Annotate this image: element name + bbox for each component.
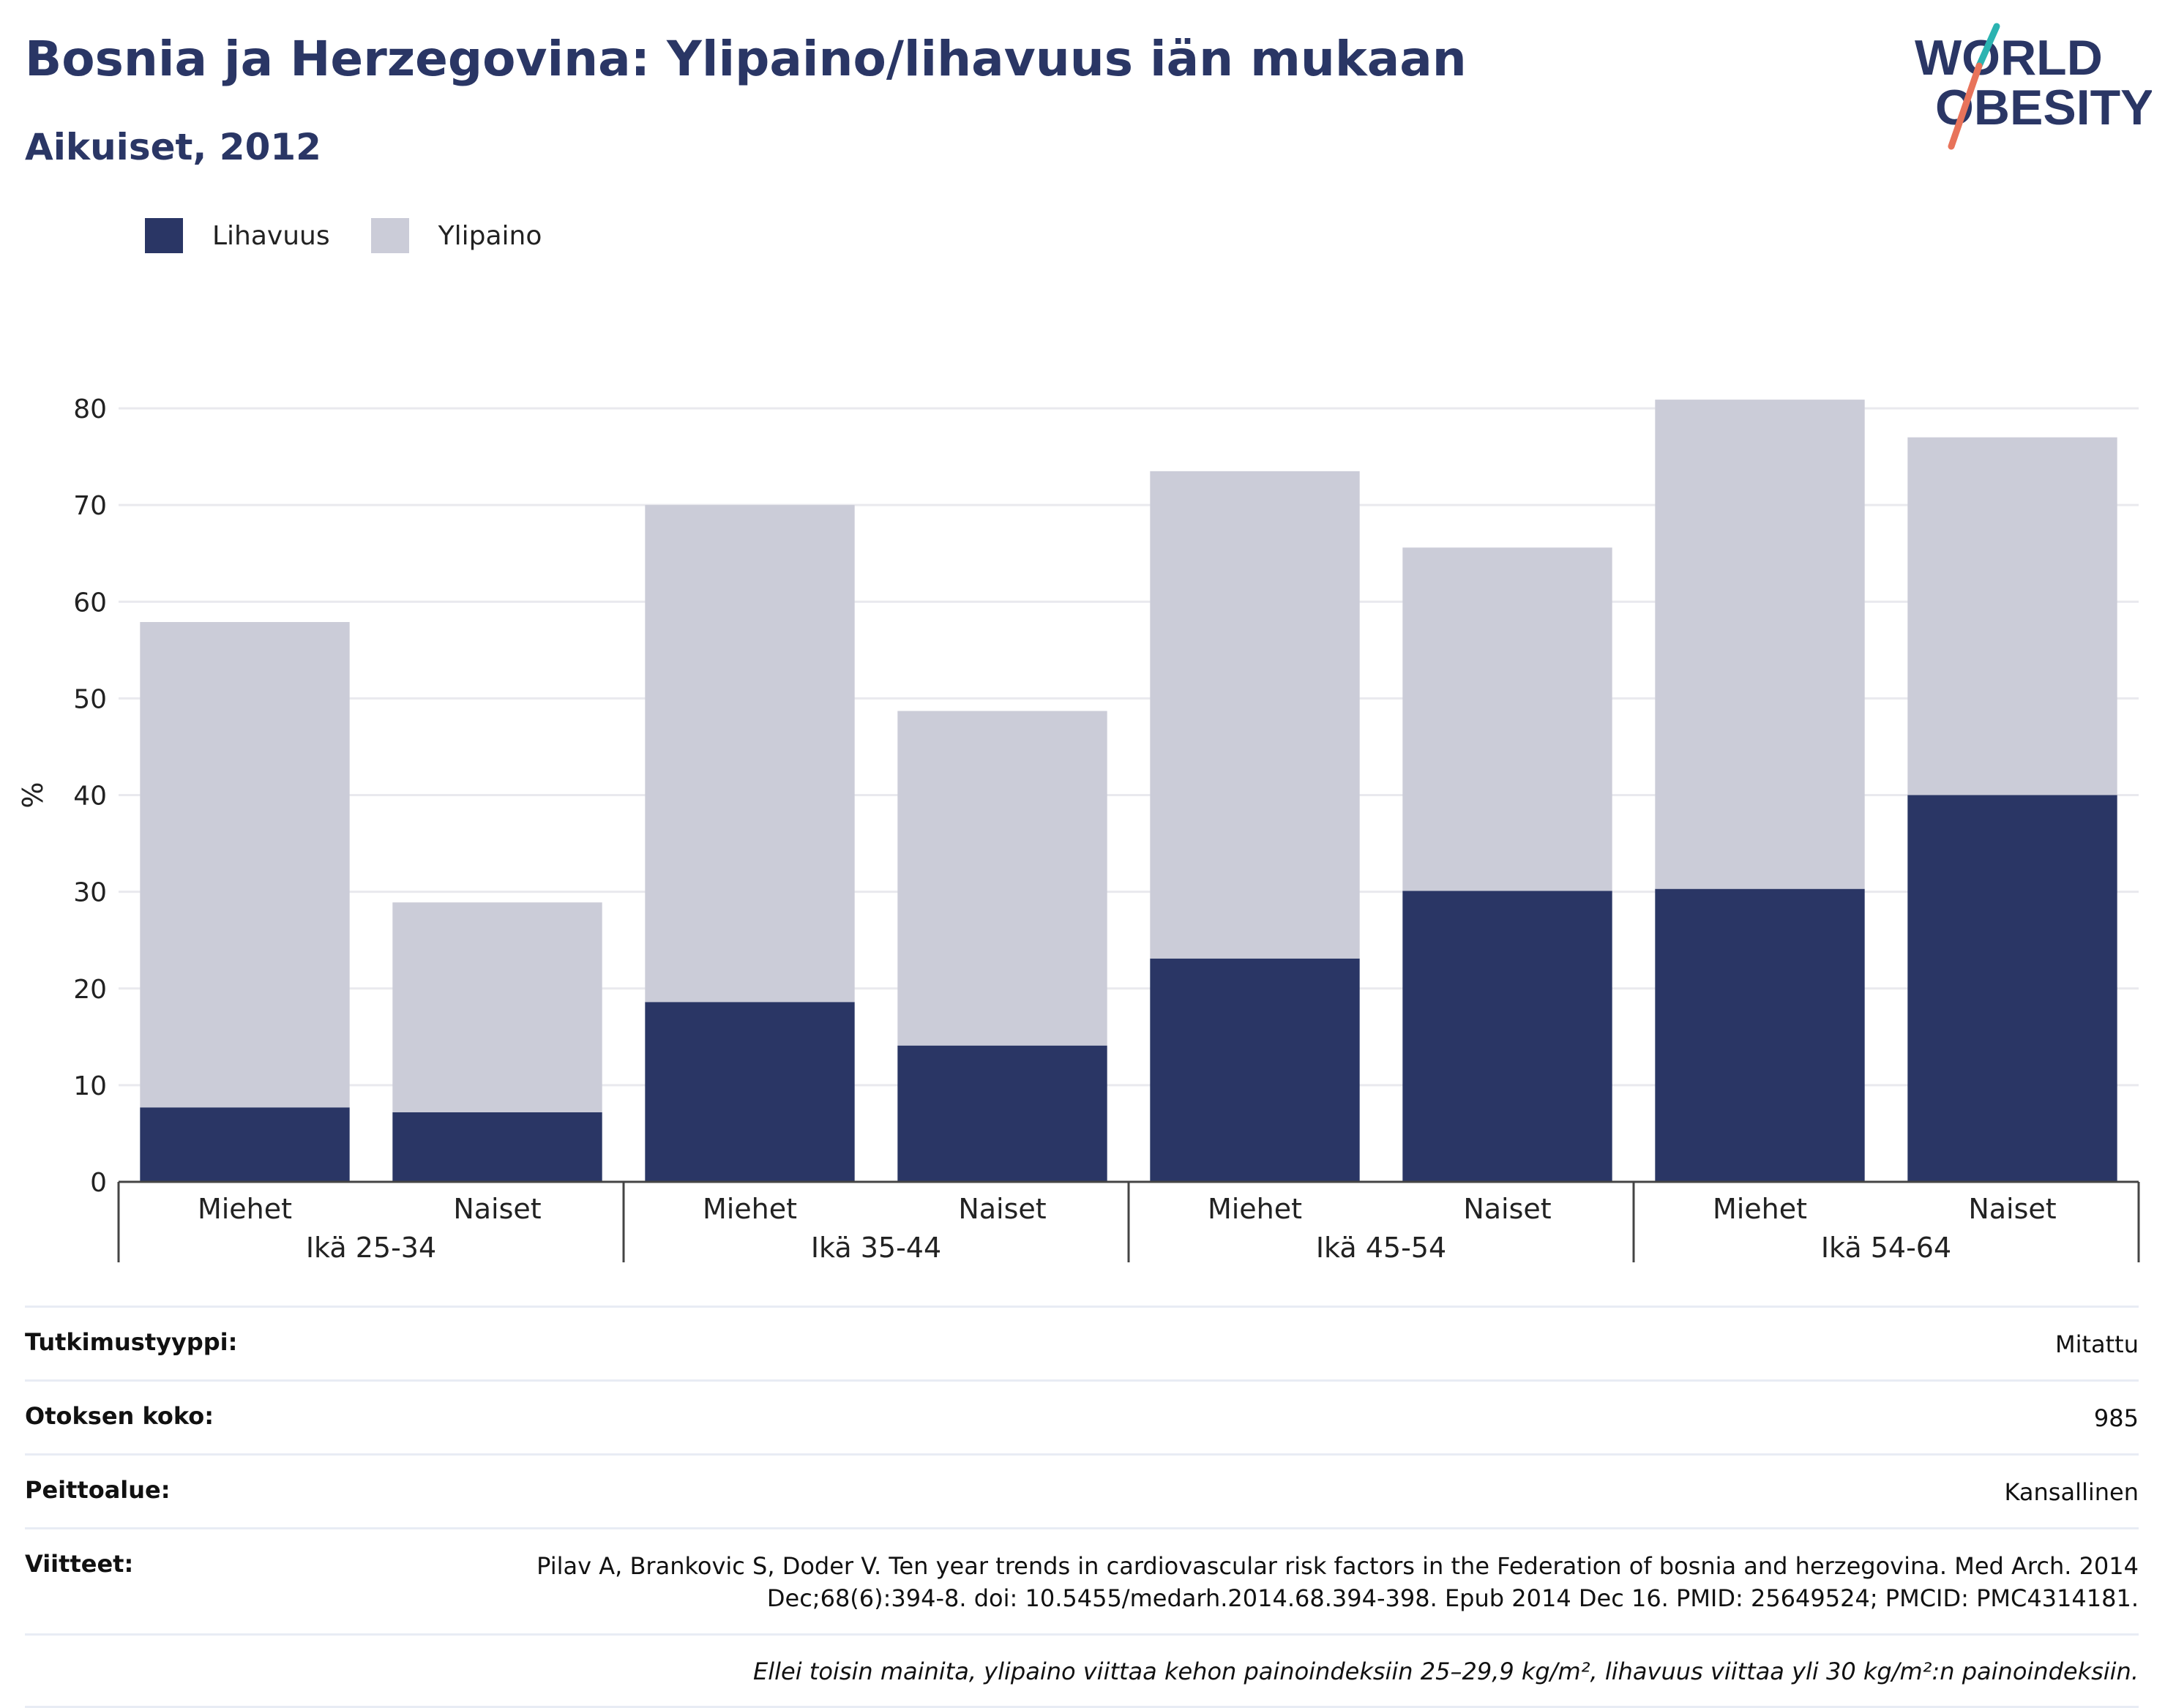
logo-word-world: WORLD: [1915, 30, 2103, 86]
group-label: Ikä 25-34: [306, 1232, 436, 1264]
bar-lihavuus: [645, 1002, 855, 1182]
x-tick-label: Naiset: [958, 1193, 1046, 1225]
x-tick-label: Naiset: [453, 1193, 541, 1225]
bar-ylipaino: [392, 902, 602, 1112]
bar-lihavuus: [1655, 888, 1865, 1182]
chart-subtitle: Aikuiset, 2012: [25, 126, 321, 168]
meta-row-study-type: Tutkimustyyppi: Mitattu: [25, 1306, 2139, 1379]
y-tick-label: 20: [73, 975, 107, 1005]
y-tick-label: 60: [73, 588, 107, 618]
x-tick-label: Naiset: [1968, 1193, 2056, 1225]
meta-label: Peittoalue:: [25, 1476, 171, 1504]
group-label: Ikä 45-54: [1316, 1232, 1446, 1264]
bar-ylipaino: [1907, 437, 2117, 795]
legend-swatch-lihavuus: [145, 218, 183, 253]
meta-label: Tutkimustyyppi:: [25, 1328, 238, 1356]
bar-ylipaino: [645, 505, 855, 1003]
bar-ylipaino: [1655, 400, 1865, 889]
meta-label: Otoksen koko:: [25, 1402, 214, 1430]
y-tick-label: 10: [73, 1071, 107, 1101]
logo-slash-top: [1975, 23, 2000, 70]
legend-item-ylipaino[interactable]: Ylipaino: [370, 218, 542, 253]
y-axis-label: %: [17, 782, 49, 808]
bar-lihavuus: [897, 1045, 1107, 1182]
bar-lihavuus: [392, 1112, 602, 1182]
x-tick-label: Miehet: [198, 1193, 292, 1225]
legend-label-lihavuus: Lihavuus: [212, 220, 330, 251]
world-obesity-logo: WORLD OBESITY: [1915, 23, 2152, 150]
y-tick-label: 50: [73, 684, 107, 714]
y-tick-label: 40: [73, 782, 107, 812]
meta-value: Mitattu: [2054, 1330, 2139, 1358]
logo-slash-bottom: [1948, 62, 1983, 150]
y-tick-label: 0: [90, 1168, 107, 1198]
metadata-table: Tutkimustyyppi: Mitattu Otoksen koko: 98…: [25, 1306, 2139, 1708]
x-tick-label: Naiset: [1463, 1193, 1551, 1225]
bar-lihavuus: [1907, 795, 2117, 1182]
bar-chart: 0 10 20 30 40 50 60 70 80% Miehet Naiset Miehet Nais…: [17, 394, 2140, 1264]
meta-row-coverage: Peittoalue: Kansallinen: [25, 1453, 2139, 1527]
legend-item-lihavuus[interactable]: Lihavuus: [145, 218, 330, 253]
meta-value: 985: [2093, 1404, 2139, 1432]
legend-label-ylipaino: Ylipaino: [438, 220, 542, 251]
y-tick-label: 70: [73, 491, 107, 521]
bar-ylipaino: [1150, 471, 1360, 959]
legend-swatch-ylipaino: [370, 218, 409, 253]
bar-lihavuus: [1150, 958, 1360, 1182]
meta-value-reference: Pilav A, Brankovic S, Doder V. Ten year …: [536, 1552, 2139, 1612]
bar-lihavuus: [1402, 891, 1612, 1182]
group-label: Ikä 35-44: [811, 1232, 941, 1264]
bar-ylipaino: [140, 621, 350, 1108]
definition-note: Ellei toisin mainita, ylipaino viittaa k…: [25, 1633, 2139, 1708]
meta-row-sample-size: Otoksen koko: 985: [25, 1379, 2139, 1453]
y-tick-label: 80: [73, 394, 107, 424]
bar-ylipaino: [897, 711, 1107, 1046]
bar-lihavuus: [140, 1107, 350, 1182]
chart-legend: Lihavuus Ylipaino: [145, 217, 583, 255]
meta-row-references: Viitteet: Pilav A, Brankovic S, Doder V.…: [25, 1527, 2139, 1633]
x-tick-label: Miehet: [1713, 1193, 1807, 1225]
y-tick-label: 30: [73, 878, 107, 908]
x-tick-label: Miehet: [1208, 1193, 1302, 1225]
chart-title: Bosnia ja Herzegovina: Ylipaino/lihavuus…: [25, 31, 1467, 87]
meta-label: Viitteet:: [25, 1550, 134, 1578]
x-tick-label: Miehet: [703, 1193, 797, 1225]
meta-value: Kansallinen: [2004, 1478, 2139, 1506]
bar-ylipaino: [1402, 547, 1612, 891]
group-label: Ikä 54-64: [1821, 1232, 1951, 1264]
